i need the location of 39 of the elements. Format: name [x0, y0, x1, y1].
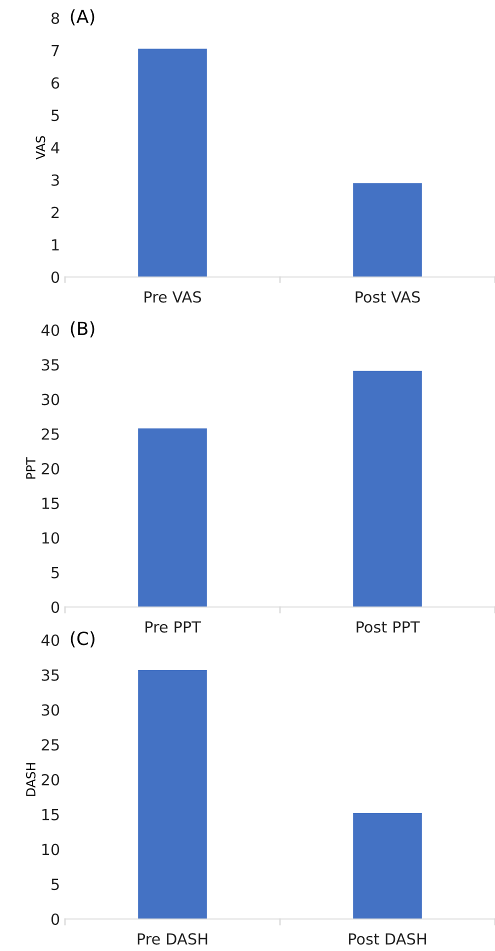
chart-title: (A)	[70, 9, 94, 26]
y-tick-label: 40	[41, 324, 60, 336]
y-tick-label: 20	[42, 462, 60, 475]
y-tick-label: 20	[42, 774, 60, 786]
y-tick-label: 8	[51, 12, 60, 24]
y-tick-label: 1	[52, 239, 59, 250]
x-tick-label: Pre DASH	[138, 933, 208, 945]
y-tick-label: 15	[42, 809, 59, 820]
y-tick-label: 25	[42, 739, 59, 751]
chart-title: (C)	[70, 631, 94, 648]
y-axis-title: PPT	[26, 457, 36, 479]
y-tick-label: 5	[52, 567, 59, 578]
y-tick-label: 25	[42, 428, 59, 440]
x-tick-label: Post PPT	[356, 621, 420, 633]
y-tick-label: 3	[52, 174, 59, 186]
y-tick-label: 30	[42, 704, 60, 716]
x-tick-label: Post VAS	[356, 291, 420, 303]
y-tick-label: 2	[52, 206, 59, 218]
chart-title: (B)	[70, 321, 94, 338]
y-tick-label: 30	[42, 394, 60, 406]
y-tick-label: 6	[51, 77, 60, 89]
y-tick-label: 35	[42, 359, 59, 371]
y-tick-label: 35	[42, 669, 59, 681]
x-tick-label: Post DASH	[349, 933, 426, 945]
y-axis-title: VAS	[36, 136, 46, 160]
y-tick-label: 10	[42, 844, 60, 856]
x-tick-label: Pre PPT	[146, 621, 201, 633]
y-tick-label: 0	[51, 913, 60, 926]
y-tick-label: 5	[52, 878, 59, 890]
y-tick-label: 10	[42, 532, 60, 544]
y-tick-label: 40	[41, 634, 60, 646]
y-tick-label: 5	[52, 110, 59, 122]
y-tick-label: 7	[52, 45, 59, 56]
y-tick-label: 4	[51, 142, 60, 154]
x-tick-label: Pre VAS	[144, 291, 202, 303]
y-tick-label: 15	[42, 498, 59, 510]
y-axis-title: DASH	[26, 763, 36, 796]
y-tick-label: 0	[51, 601, 60, 614]
y-tick-label: 0	[51, 271, 60, 284]
